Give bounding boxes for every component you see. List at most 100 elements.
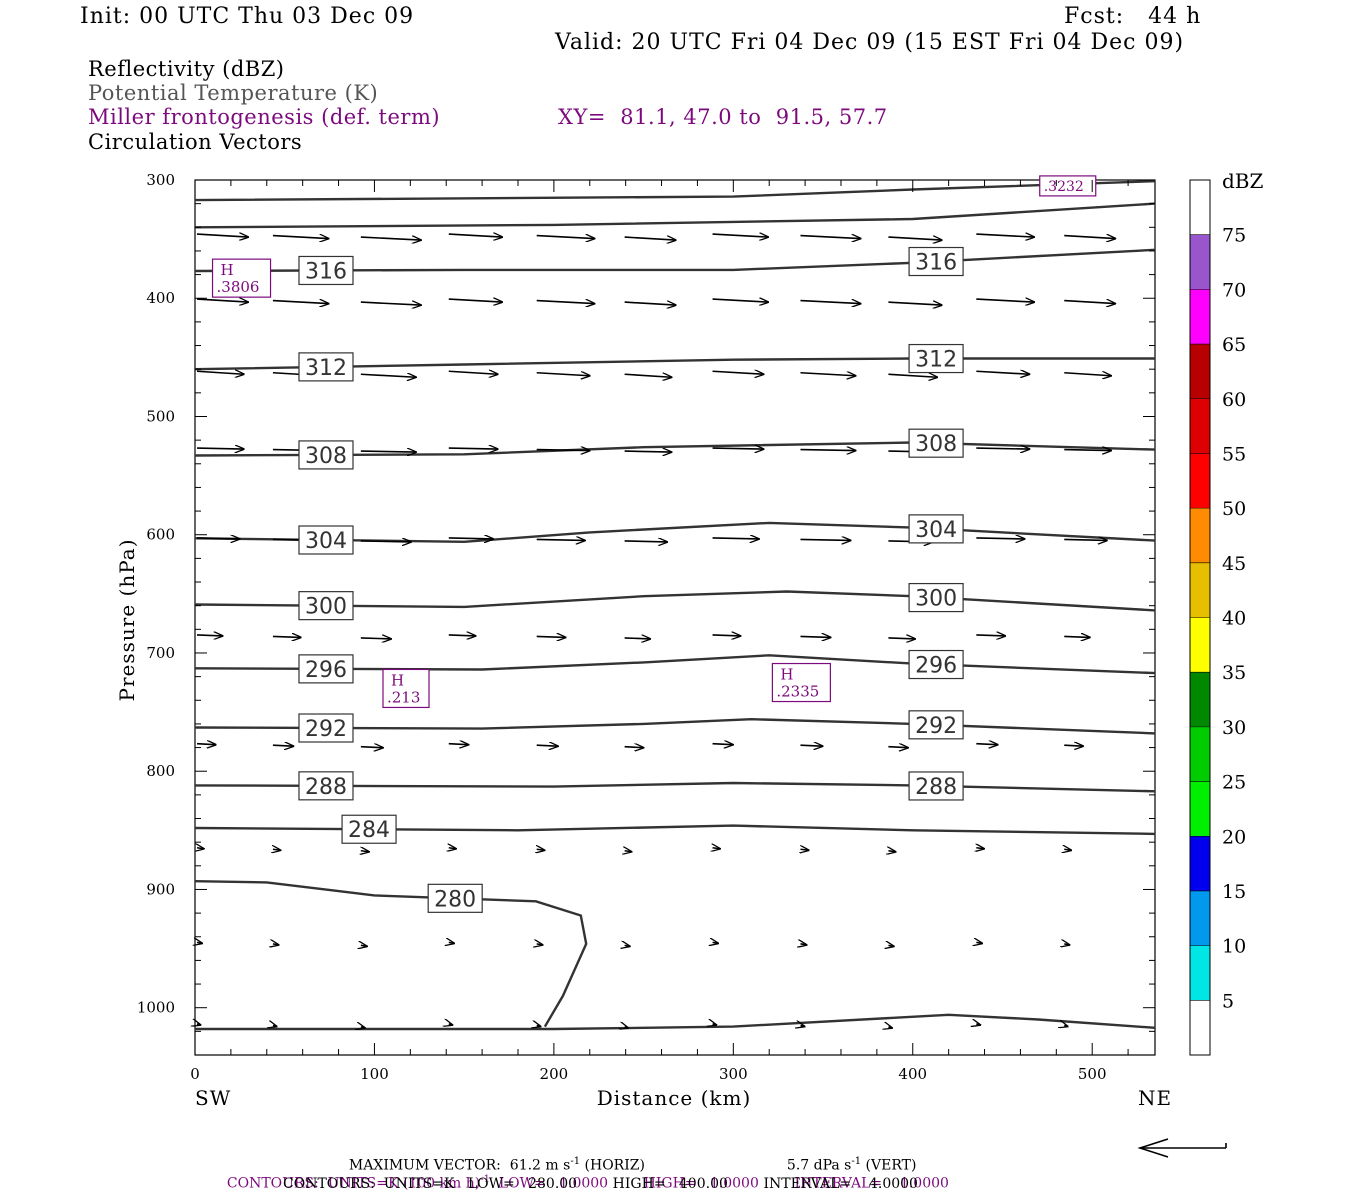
cross-section-xy: XY= 81.1, 47.0 to 91.5, 57.7 — [558, 105, 888, 129]
frontogenesis-high-value: .3232 — [1044, 179, 1084, 195]
theta-contour-label: 308 — [915, 432, 957, 457]
y-tick-label: 500 — [146, 407, 175, 425]
frontogenesis-high-value: .3806 — [217, 278, 260, 296]
theta-contour-label: 300 — [915, 587, 957, 612]
theta-contour-label-box — [908, 582, 964, 613]
circulation-vector — [536, 236, 595, 239]
circulation-vector — [536, 745, 558, 746]
circulation-vector — [712, 234, 769, 237]
circulation-vector — [800, 1025, 804, 1026]
circulation-vector — [448, 635, 476, 636]
circulation-vector — [624, 747, 644, 748]
circulation-vector — [976, 371, 1029, 374]
circulation-vector — [196, 299, 248, 302]
theta-contour-label: 304 — [915, 518, 957, 543]
circulation-vector — [888, 302, 941, 305]
circulation-vector — [976, 538, 1024, 539]
circulation-vector — [712, 744, 733, 745]
max-vector-text: MAXIMUM VECTOR: 61.2 m s — [348, 1157, 571, 1174]
theta-contour-line — [194, 781, 1156, 793]
circulation-vector — [448, 234, 502, 237]
circulation-vector — [536, 539, 585, 540]
circulation-vector — [1064, 539, 1107, 540]
colorbar-level-label: 55 — [1222, 443, 1246, 465]
circulation-vector — [800, 849, 808, 850]
circulation-vector — [197, 1024, 200, 1025]
colorbar-segment — [1190, 890, 1210, 946]
max-vector-horiz: (HORIZ) — [580, 1157, 645, 1174]
circulation-vector — [537, 849, 545, 850]
colorbar-level-label: 70 — [1222, 279, 1246, 301]
x-tick-label: 300 — [719, 1065, 748, 1083]
contours1-b: LOW= 1.0000 HIGH= 1.0000 INTERVAL= 1.000… — [489, 1175, 949, 1192]
circulation-vector — [197, 848, 204, 849]
theta-contour-line — [194, 880, 588, 1028]
contours1-a: CONTOURS: UNITS=K (100 km h) — [226, 1175, 481, 1192]
vert-sup: -1 — [851, 1156, 862, 1167]
circulation-vector — [536, 373, 590, 376]
theta-contour-label-box — [298, 591, 354, 621]
reference-vector-arrow — [1137, 1138, 1227, 1158]
circulation-vector — [712, 538, 759, 539]
circulation-vector — [360, 541, 411, 542]
circulation-vector — [976, 942, 982, 943]
circulation-vector — [273, 944, 279, 945]
plot-frame — [194, 179, 1156, 1056]
frontogenesis-high-box — [1039, 175, 1097, 197]
colorbar-level-label: 45 — [1222, 553, 1246, 575]
vert-text: 5.7 dPa s — [786, 1157, 852, 1174]
theta-contour-label: 284 — [348, 818, 390, 843]
circulation-vector — [976, 635, 1005, 636]
theta-contour-label-box — [341, 814, 397, 844]
circulation-vector — [888, 747, 908, 748]
circulation-vector — [976, 744, 997, 745]
colorbar-level-label: 35 — [1222, 662, 1246, 684]
x-left-direction: SW — [195, 1086, 231, 1110]
circulation-vector — [1064, 373, 1111, 376]
y-axis-label: Pressure (hPa) — [115, 539, 139, 702]
colorbar-segment — [1190, 836, 1210, 891]
circulation-vector — [449, 942, 454, 943]
circulation-vector — [800, 236, 860, 239]
valid-time: Valid: 20 UTC Fri 04 Dec 09 (15 EST Fri … — [555, 30, 1185, 55]
circulation-vector — [196, 234, 248, 237]
theta-contour-label: 312 — [305, 356, 347, 381]
y-tick-label: 900 — [146, 880, 175, 898]
colorbar-segment — [1190, 344, 1210, 399]
circulation-vector — [888, 945, 893, 946]
theta-contour-line — [194, 824, 1156, 836]
colorbar-segment — [1190, 562, 1210, 618]
circulation-vector — [360, 374, 416, 377]
colorbar-segment — [1190, 234, 1210, 290]
theta-contour-label-box — [908, 246, 964, 277]
circulation-vector — [713, 942, 719, 943]
theta-contour-label: 292 — [915, 714, 957, 739]
theta-contour-label: 316 — [915, 251, 957, 276]
circulation-vector — [448, 371, 498, 374]
circulation-vector — [1064, 944, 1069, 945]
circulation-vector — [624, 541, 668, 542]
circulation-vector — [448, 538, 493, 539]
theta-contour-label-box — [908, 428, 964, 458]
x-tick-label: 200 — [540, 1065, 569, 1083]
circulation-vector — [625, 945, 630, 946]
frontogenesis-high-box — [211, 258, 272, 298]
forecast-hour: Fcst: 44 h — [1064, 4, 1202, 29]
colorbar-level-label: 5 — [1222, 990, 1234, 1012]
circulation-vector — [360, 237, 421, 240]
colorbar-level-label: 10 — [1222, 936, 1246, 958]
circulation-vector — [272, 236, 329, 239]
frontogenesis-high-value: .213 — [387, 688, 420, 706]
circulation-vector — [360, 638, 391, 639]
circulation-vector — [713, 848, 720, 849]
title-theta: Potential Temperature (K) — [88, 81, 379, 105]
theta-contour-line — [194, 441, 1156, 457]
vert-tail: (VERT) — [861, 1157, 917, 1174]
circulation-vector — [536, 450, 590, 451]
circulation-vector — [624, 374, 672, 377]
circulation-vector — [800, 373, 855, 376]
circulation-vector — [888, 374, 937, 377]
theta-contour-label: 280 — [434, 887, 476, 912]
theta-contour-label-box — [908, 343, 964, 374]
